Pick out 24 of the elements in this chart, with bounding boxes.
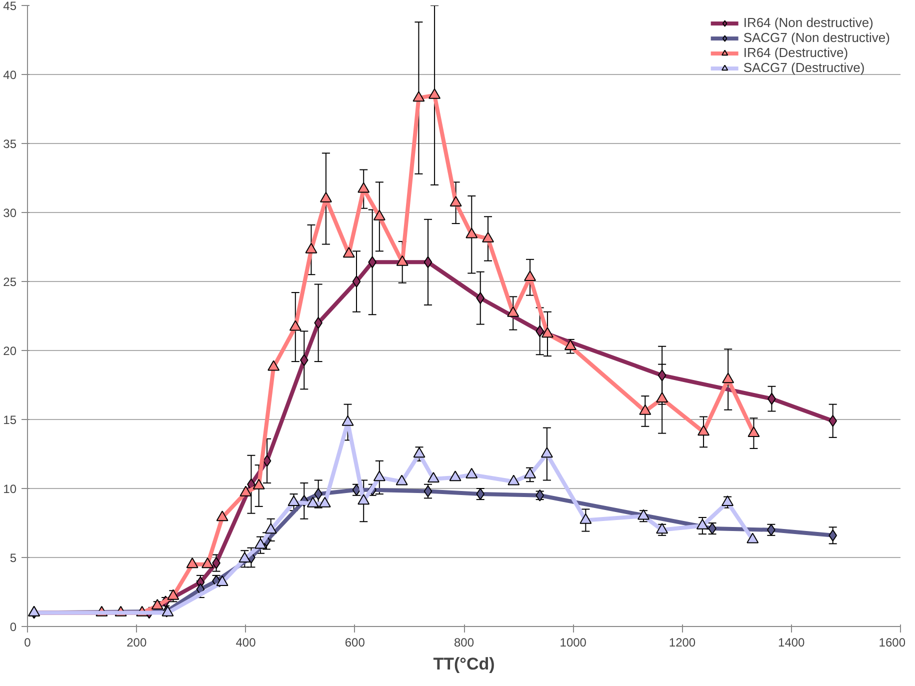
y-tick-label: 35 xyxy=(3,137,17,151)
y-tick-label: 10 xyxy=(3,482,17,496)
x-tick-label: 1600 xyxy=(878,636,906,650)
legend-label: IR64 (Non destructive) xyxy=(743,15,874,30)
legend-label: SACG7 (Destructive) xyxy=(743,60,865,75)
legend-label: IR64 (Destructive) xyxy=(743,45,848,60)
x-tick-label: 600 xyxy=(344,636,366,650)
x-axis-title: TT(°Cd) xyxy=(433,654,495,674)
y-tick-label: 20 xyxy=(3,344,17,358)
x-tick-label: 1200 xyxy=(668,636,696,650)
y-tick-label: 0 xyxy=(10,620,17,634)
x-tick-label: 1000 xyxy=(560,636,587,650)
x-tick-label: 1400 xyxy=(778,636,806,650)
x-tick-label: 200 xyxy=(126,636,147,650)
legend-label: SACG7 (Non destructive) xyxy=(743,30,890,45)
x-tick-label: 400 xyxy=(236,636,256,650)
y-tick-label: 5 xyxy=(10,551,17,565)
y-tick-label: 40 xyxy=(3,68,17,82)
x-tick-label: 800 xyxy=(454,636,474,650)
y-tick-label: 30 xyxy=(3,206,17,220)
x-tick-label: 0 xyxy=(24,636,32,650)
y-tick-label: 25 xyxy=(3,275,17,289)
y-tick-label: 15 xyxy=(3,413,17,427)
y-tick-label: 45 xyxy=(3,0,17,13)
